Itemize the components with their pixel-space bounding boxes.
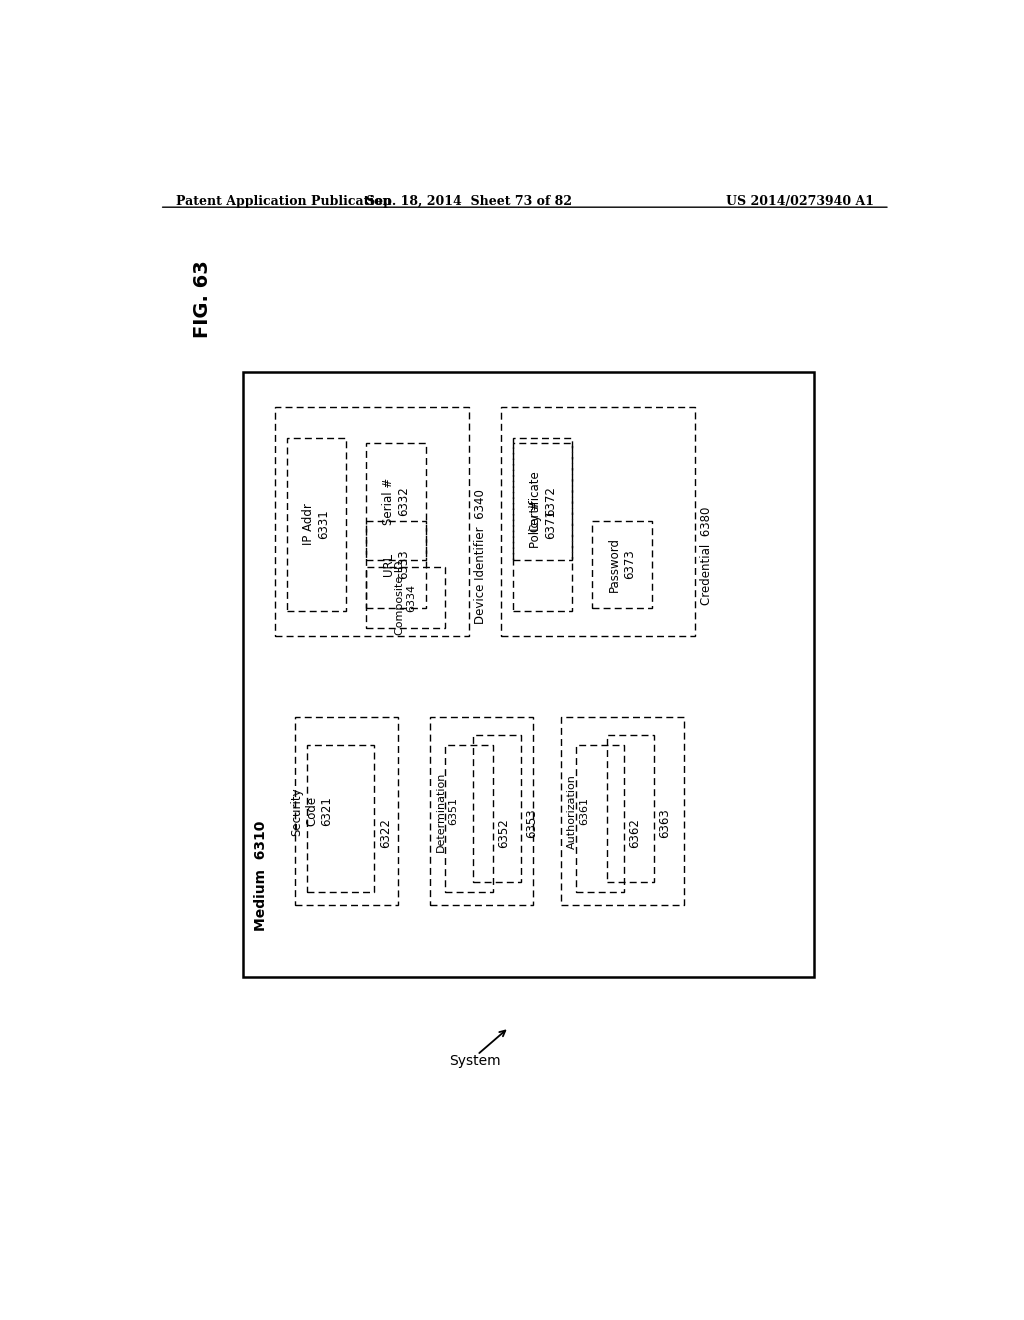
Text: FIG. 63: FIG. 63 [194,260,212,338]
Text: Security
Code
6321: Security Code 6321 [291,787,334,836]
Text: 6352: 6352 [497,818,510,849]
Text: IP Addr
6331: IP Addr 6331 [302,503,331,545]
Text: US 2014/0273940 A1: US 2014/0273940 A1 [726,195,873,209]
Text: Patent Application Publication: Patent Application Publication [176,195,391,209]
Text: 6363: 6363 [658,808,671,838]
Bar [501,408,695,636]
Bar [592,521,651,607]
Text: 6362: 6362 [628,818,641,849]
Text: Medium  6310: Medium 6310 [254,821,267,931]
Text: Authorization
6361: Authorization 6361 [567,774,589,849]
Text: Policy #
6371: Policy # 6371 [528,500,557,548]
Text: 6353: 6353 [524,808,538,838]
Bar [430,718,532,906]
Text: 6322: 6322 [379,818,392,849]
Bar [606,735,654,882]
Text: System: System [450,1053,501,1068]
Text: Sep. 18, 2014  Sheet 73 of 82: Sep. 18, 2014 Sheet 73 of 82 [367,195,572,209]
Text: Certificate
6372: Certificate 6372 [528,470,557,532]
Bar [513,444,572,560]
Bar [306,744,374,892]
Bar [274,408,469,636]
Bar [295,718,397,906]
Bar [367,568,445,628]
Bar [287,438,346,611]
Text: URL
6333: URL 6333 [382,549,410,579]
Bar [513,438,572,611]
Text: Device Identifier  6340: Device Identifier 6340 [474,488,487,623]
Bar [243,372,814,977]
Bar [445,744,494,892]
Text: Serial #
6332: Serial # 6332 [382,478,410,525]
Bar [367,521,426,607]
Bar [577,744,624,892]
Bar [367,444,426,560]
Text: Password
6373: Password 6373 [608,537,636,591]
Text: Determination
6351: Determination 6351 [436,771,458,851]
Text: Credential  6380: Credential 6380 [700,507,713,606]
Bar [473,735,521,882]
Text: Composite ID
6334: Composite ID 6334 [395,560,417,635]
Bar [560,718,684,906]
